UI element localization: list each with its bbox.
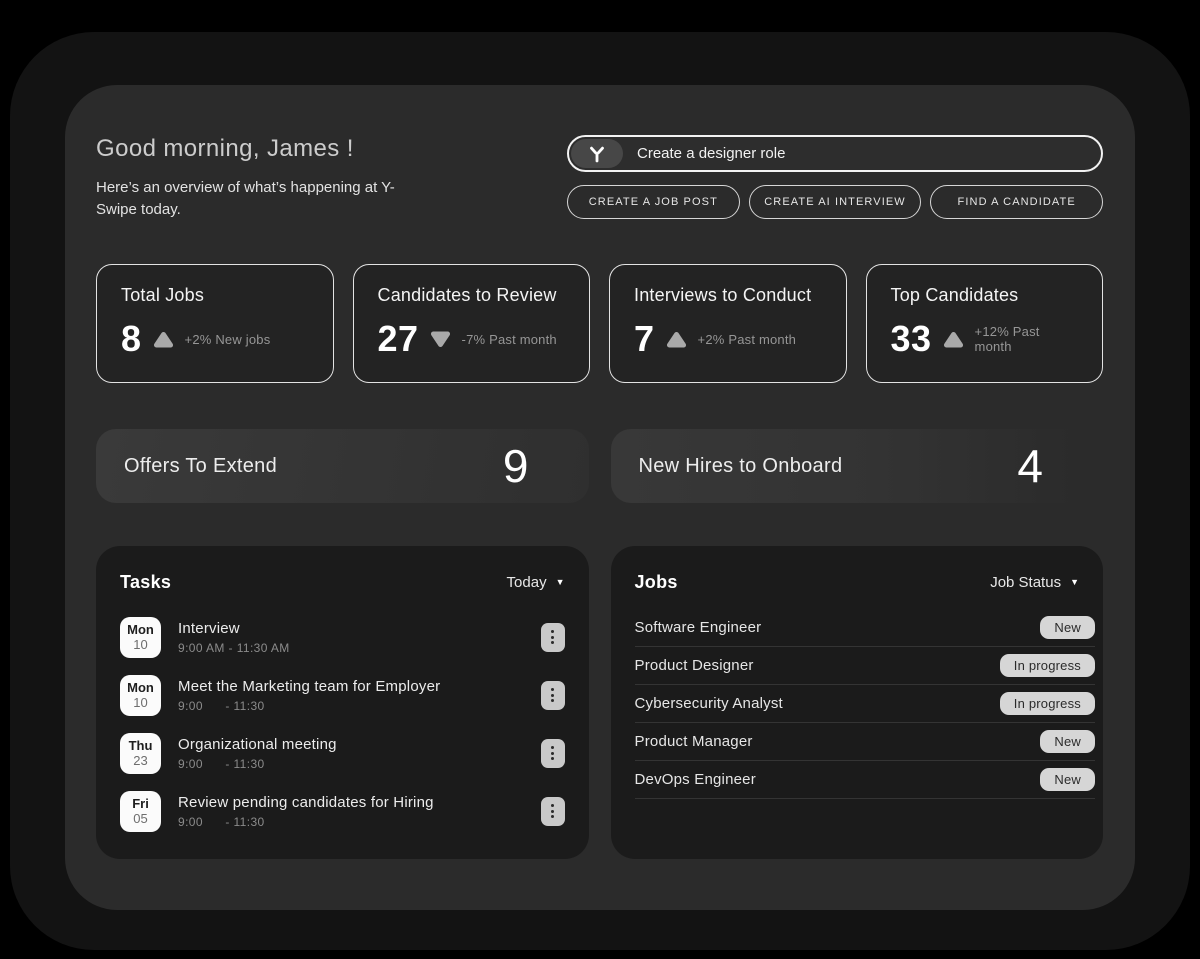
job-status-label: Job Status [990, 574, 1062, 591]
jobs-panel: Jobs Job Status ▼ Software Engineer New … [610, 546, 1103, 859]
chip-date: 10 [133, 695, 148, 710]
offers-to-extend-banner: Offers To Extend 9 [96, 429, 589, 503]
stat-title: Candidates to Review [377, 285, 557, 305]
banner-value: 9 [502, 440, 529, 492]
stat-card-top-candidates: Top Candidates 33 +12% Past month [865, 264, 1103, 383]
status-badge: In progress [999, 692, 1095, 715]
job-status-dropdown[interactable]: Job Status ▼ [990, 574, 1079, 591]
job-title: DevOps Engineer [634, 771, 756, 788]
chip-date: 23 [133, 753, 148, 768]
create-role-search[interactable] [567, 135, 1103, 172]
bottom-row: Tasks Today ▼ Mon 10 Interview [96, 546, 1103, 859]
task-time: 9:00 - 11:30 [178, 698, 265, 713]
trend-triangle-icon [943, 330, 964, 349]
job-title: Software Engineer [634, 619, 762, 636]
banner-label: Offers To Extend [124, 454, 278, 477]
chip-day: Mon [127, 680, 154, 695]
task-time: 9:00 - 11:30 [178, 756, 265, 771]
stat-card-total-jobs: Total Jobs 8 +2% New jobs [96, 264, 334, 383]
trend-triangle-icon [430, 330, 451, 349]
kebab-menu-icon[interactable] [540, 622, 565, 652]
stat-value: 27 [377, 318, 419, 359]
status-badge: New [1040, 616, 1095, 639]
chip-day: Mon [127, 622, 154, 637]
stat-delta: +2% Past month [697, 331, 797, 347]
greeting-subtitle: Here’s an overview of what’s happening a… [96, 179, 395, 218]
stat-card-interviews-to-conduct: Interviews to Conduct 7 +2% Past month [609, 264, 847, 383]
kebab-menu-icon[interactable] [540, 680, 565, 710]
stat-value: 7 [634, 318, 655, 359]
tasks-panel: Tasks Today ▼ Mon 10 Interview [96, 546, 589, 859]
y-swipe-logo-icon [571, 139, 623, 168]
job-row: Product Designer In progress [634, 647, 1095, 685]
stat-delta: +2% New jobs [184, 331, 271, 347]
trend-triangle-icon [666, 330, 687, 349]
task-row: Mon 10 Meet the Marketing team for Emplo… [120, 673, 565, 717]
stats-row: Total Jobs 8 +2% New jobs Candidates to … [96, 264, 1103, 383]
task-list: Mon 10 Interview 9:00 AM - 11:30 AM Mon … [120, 615, 565, 833]
date-chip: Mon 10 [120, 674, 161, 716]
job-row: Product Manager New [634, 723, 1095, 761]
status-badge: In progress [999, 654, 1095, 677]
chip-date: 05 [133, 811, 148, 826]
tasks-filter-dropdown[interactable]: Today ▼ [507, 574, 565, 591]
create-job-post-button[interactable]: CREATE A JOB POST [567, 185, 740, 219]
kebab-menu-icon[interactable] [540, 738, 565, 768]
trend-triangle-icon [153, 330, 174, 349]
task-time: 9:00 - 11:30 [178, 814, 265, 829]
task-row: Mon 10 Interview 9:00 AM - 11:30 AM [120, 615, 565, 659]
date-chip: Fri 05 [120, 790, 161, 832]
job-row: Software Engineer New [634, 609, 1095, 647]
status-badge: New [1040, 768, 1095, 791]
task-title: Organizational meeting [178, 735, 337, 753]
task-time: 9:00 AM - 11:30 AM [178, 640, 290, 655]
kebab-menu-icon[interactable] [540, 796, 565, 826]
tasks-filter-label: Today [506, 574, 547, 591]
job-title: Product Designer [634, 657, 754, 674]
create-ai-interview-button[interactable]: CREATE AI INTERVIEW [748, 185, 922, 219]
stat-value: 33 [890, 318, 932, 359]
task-row: Fri 05 Review pending candidates for Hir… [120, 789, 565, 833]
task-title: Review pending candidates for Hiring [178, 793, 434, 811]
header: Good morning, James ! Here’s an overview… [96, 135, 1104, 221]
dashboard-panel: Good morning, James ! Here’s an overview… [65, 85, 1135, 910]
task-row: Thu 23 Organizational meeting 9:00 - 11:… [120, 731, 565, 775]
task-title: Meet the Marketing team for Employer [178, 677, 441, 695]
banner-value: 4 [1017, 440, 1043, 492]
greeting-block: Good morning, James ! Here’s an overview… [96, 135, 406, 221]
job-title: Cybersecurity Analyst [634, 695, 783, 712]
tasks-title: Tasks [120, 572, 172, 592]
banners-row: Offers To Extend 9 New Hires to Onboard … [96, 429, 1103, 503]
job-title: Product Manager [634, 733, 753, 750]
task-title: Interview [178, 619, 240, 637]
chevron-down-icon: ▼ [555, 577, 565, 587]
stat-title: Top Candidates [890, 285, 1019, 305]
jobs-title: Jobs [634, 572, 678, 592]
job-row: Cybersecurity Analyst In progress [634, 685, 1095, 723]
greeting: Good morning, James ! [96, 135, 354, 162]
stat-title: Total Jobs [121, 285, 205, 305]
chevron-down-icon: ▼ [1070, 577, 1079, 587]
job-row: DevOps Engineer New [634, 761, 1095, 799]
stat-title: Interviews to Conduct [634, 285, 812, 305]
stat-value: 8 [121, 318, 142, 359]
stat-delta: -7% Past month [461, 331, 557, 347]
stat-card-candidates-to-review: Candidates to Review 27 -7% Past month [352, 264, 590, 383]
new-hires-banner: New Hires to Onboard 4 [610, 429, 1103, 503]
banner-label: New Hires to Onboard [638, 454, 843, 477]
actions-block: CREATE A JOB POST CREATE AI INTERVIEW FI… [567, 135, 1104, 219]
chip-day: Thu [128, 738, 153, 753]
date-chip: Mon 10 [120, 616, 161, 658]
chip-date: 10 [133, 637, 148, 652]
create-role-input[interactable] [623, 145, 1099, 162]
quick-actions: CREATE A JOB POST CREATE AI INTERVIEW FI… [567, 185, 1104, 219]
stat-delta: +12% Past month [974, 324, 1040, 354]
date-chip: Thu 23 [120, 732, 161, 774]
find-candidate-button[interactable]: FIND A CANDIDATE [930, 185, 1104, 219]
status-badge: New [1040, 730, 1095, 753]
chip-day: Fri [132, 796, 149, 811]
job-list: Software Engineer New Product Designer I… [634, 609, 1095, 799]
